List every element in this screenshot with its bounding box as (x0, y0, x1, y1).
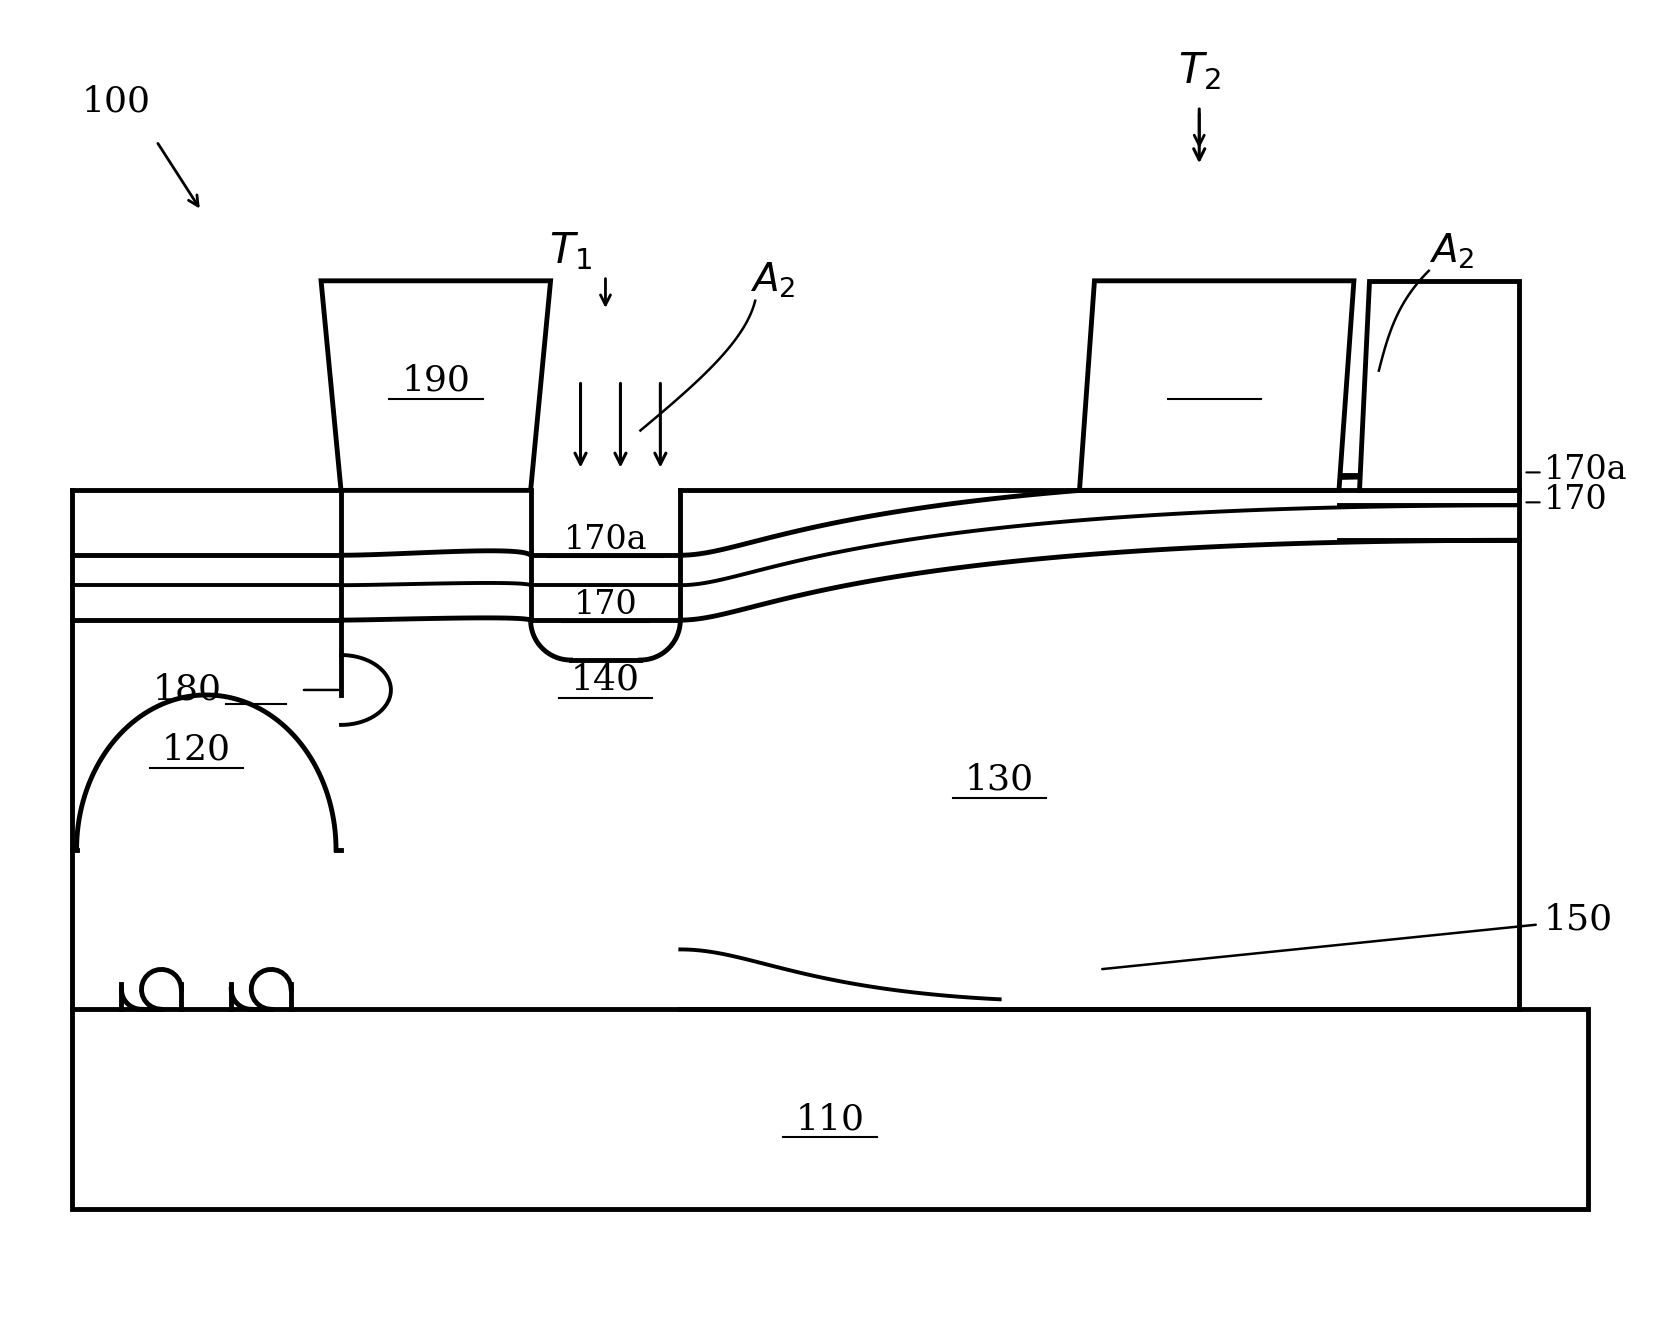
Text: 140: 140 (571, 663, 639, 697)
Text: $A_2$: $A_2$ (750, 261, 795, 300)
Text: $T_2$: $T_2$ (1176, 50, 1220, 92)
Text: 170a: 170a (564, 524, 647, 556)
Text: 170a: 170a (1543, 454, 1626, 486)
Text: 190: 190 (401, 363, 469, 398)
Text: 120: 120 (161, 733, 231, 766)
Bar (72, 1009, 1587, 1209)
Text: 110: 110 (795, 1101, 864, 1136)
Text: 180: 180 (151, 673, 221, 708)
Polygon shape (1358, 281, 1518, 490)
Text: 130: 130 (965, 762, 1033, 797)
Text: 100: 100 (82, 84, 150, 118)
Text: $A_2$: $A_2$ (1428, 232, 1473, 271)
Text: 150: 150 (1543, 902, 1612, 937)
Polygon shape (321, 281, 551, 490)
Text: 190: 190 (1180, 363, 1248, 398)
Text: $T_1$: $T_1$ (549, 230, 592, 272)
Text: 170: 170 (1543, 484, 1606, 516)
Polygon shape (1078, 281, 1353, 490)
Text: 170: 170 (574, 590, 637, 622)
